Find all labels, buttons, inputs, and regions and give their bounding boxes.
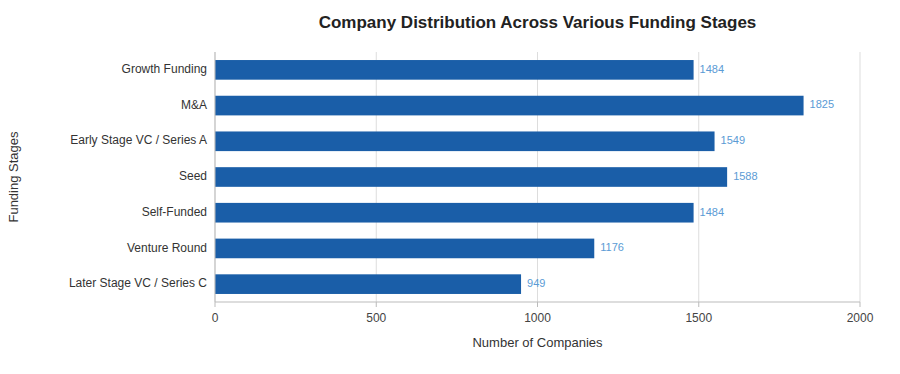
x-tick-label: 500: [366, 311, 386, 325]
data-label: 1588: [733, 170, 757, 182]
tick-mark: [698, 302, 699, 307]
x-tick-label: 1000: [524, 311, 551, 325]
data-label: 1176: [600, 241, 624, 253]
data-label: 1484: [700, 206, 724, 218]
grid-line: [215, 52, 216, 302]
bars: [215, 60, 804, 294]
tick-mark: [215, 302, 216, 307]
bar: [215, 203, 694, 223]
x-tick-label: 0: [212, 311, 219, 325]
x-axis-line: [215, 302, 860, 303]
y-tick-label: Self-Funded: [142, 205, 207, 219]
tick-mark: [376, 302, 377, 307]
grid-line: [860, 52, 861, 302]
data-label: 1549: [721, 134, 745, 146]
chart-container: 0 500 1000 1500 2000 Growth Funding M&A Early S…: [0, 0, 900, 374]
grid: [215, 52, 860, 302]
y-tick-label: Later Stage VC / Series C: [69, 276, 207, 290]
y-tick-label: M&A: [181, 98, 207, 112]
y-axis-label: Funding Stages: [6, 131, 21, 223]
y-axis-line: [215, 52, 216, 302]
x-axis-label: Number of Companies: [472, 335, 603, 350]
y-tick-label: Seed: [179, 169, 207, 183]
data-label: 949: [527, 277, 545, 289]
bar: [215, 96, 804, 116]
bar: [215, 131, 715, 151]
tick-mark: [537, 302, 538, 307]
x-tick-label: 2000: [847, 311, 874, 325]
data-label: 1825: [810, 98, 834, 110]
x-tick-label: 1500: [685, 311, 712, 325]
bar: [215, 60, 694, 80]
y-tick-label: Growth Funding: [122, 62, 207, 76]
y-tick-label: Venture Round: [127, 241, 207, 255]
tick-mark: [860, 302, 861, 307]
y-tick-label: Early Stage VC / Series A: [70, 133, 207, 147]
title: Company Distribution Across Various Fund…: [319, 13, 757, 32]
bar: [215, 274, 521, 294]
chart-svg: 0 500 1000 1500 2000 Growth Funding M&A Early S…: [0, 0, 900, 374]
bar: [215, 239, 594, 259]
bar: [215, 167, 727, 187]
data-label: 1484: [700, 63, 724, 75]
